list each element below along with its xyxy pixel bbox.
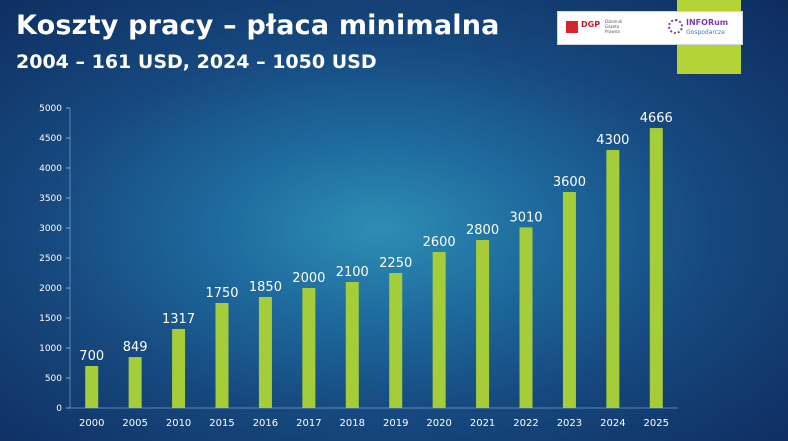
slide-title: Koszty pracy – płaca minimalna: [16, 10, 500, 41]
data-label: 3010: [509, 210, 542, 225]
slide-subtitle: 2004 – 161 USD, 2024 – 1050 USD: [16, 51, 377, 73]
bar: [258, 297, 272, 408]
data-label: 4666: [640, 111, 673, 126]
bar: [128, 357, 142, 408]
data-label: 1850: [249, 280, 282, 295]
bar: [476, 240, 490, 408]
x-tick-label: 2000: [79, 418, 104, 429]
y-tick-label: 2000: [39, 284, 62, 294]
bar: [562, 192, 576, 408]
y-tick-label: 0: [56, 404, 62, 414]
x-tick-label: 2018: [340, 418, 365, 429]
data-label: 1317: [162, 312, 195, 327]
inforum-logo-subtext: Gospodarcze: [686, 29, 725, 36]
bar: [172, 328, 186, 408]
y-tick-label: 3500: [39, 194, 62, 204]
y-tick-label: 2500: [39, 254, 62, 264]
data-label: 4300: [596, 133, 629, 148]
data-label: 1750: [205, 286, 238, 301]
y-tick-label: 4000: [39, 164, 62, 174]
x-tick-label: 2022: [513, 418, 538, 429]
data-label: 2600: [423, 235, 456, 250]
data-label: 2800: [466, 223, 499, 238]
bar: [649, 128, 663, 409]
data-label: 849: [123, 340, 148, 355]
y-tick-label: 500: [45, 374, 62, 384]
y-tick-label: 1000: [39, 344, 62, 354]
dgp-logo-subtext: Dziennik Gazeta Prawna: [605, 19, 623, 34]
x-tick-label: 2021: [470, 418, 495, 429]
dgp-logo-text: DGP: [581, 20, 601, 29]
data-label: 3600: [553, 175, 586, 190]
bar: [302, 288, 316, 408]
bar: [85, 366, 99, 408]
data-label: 2000: [292, 271, 325, 286]
bar: [215, 303, 229, 408]
x-tick-label: 2016: [253, 418, 278, 429]
x-tick-label: 2017: [296, 418, 321, 429]
data-label: 2250: [379, 256, 412, 271]
bar: [389, 273, 403, 408]
x-tick-label: 2025: [644, 418, 669, 429]
y-tick-label: 3000: [39, 224, 62, 234]
bar: [519, 227, 533, 408]
x-tick-label: 2005: [122, 418, 147, 429]
x-tick-label: 2019: [383, 418, 408, 429]
x-tick-label: 2024: [600, 418, 625, 429]
data-label: 2100: [336, 265, 369, 280]
logo-panel: DGP Dziennik Gazeta Prawna INFORum Gospo…: [557, 11, 743, 45]
y-tick-label: 5000: [39, 104, 62, 114]
x-tick-label: 2010: [166, 418, 191, 429]
data-label: 700: [79, 349, 104, 364]
inforum-gear-icon: [668, 19, 683, 34]
y-tick-label: 4500: [39, 134, 62, 144]
x-tick-label: 2023: [557, 418, 582, 429]
bar: [432, 252, 446, 408]
dgp-logo-icon: [566, 21, 578, 33]
x-tick-label: 2020: [426, 418, 451, 429]
x-tick-label: 2015: [209, 418, 234, 429]
y-tick-label: 1500: [39, 314, 62, 324]
bar: [606, 150, 620, 408]
bar: [345, 282, 359, 408]
inforum-logo-text: INFORum: [686, 18, 729, 27]
